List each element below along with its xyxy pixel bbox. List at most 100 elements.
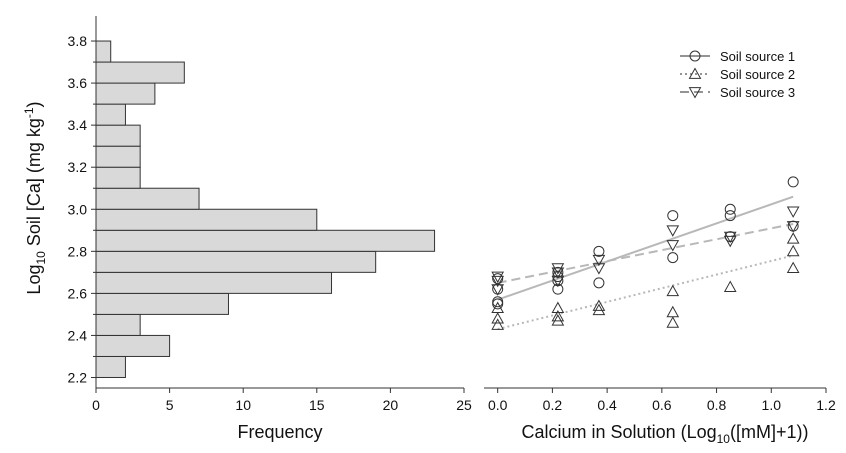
y-tick-label: 3.8 xyxy=(68,33,88,49)
y-tick-label: 2.8 xyxy=(68,243,88,259)
data-point xyxy=(666,305,680,318)
y-tick-label: 3.4 xyxy=(68,117,88,133)
scatter-x-tick-label: 0.8 xyxy=(707,397,727,413)
data-point xyxy=(667,252,679,264)
data-point xyxy=(786,206,800,218)
data-point xyxy=(593,277,605,289)
data-point xyxy=(592,303,606,316)
data-point xyxy=(723,231,737,244)
histogram-bar xyxy=(95,103,126,126)
histogram-bar xyxy=(95,61,185,84)
histogram-bar xyxy=(95,313,141,336)
y-axis-label-subscript: 10 xyxy=(34,251,48,265)
histogram-bar xyxy=(95,229,436,252)
data-point xyxy=(786,232,800,244)
fit-line xyxy=(497,222,794,284)
scatter-x-tick-label: 1.0 xyxy=(762,397,782,413)
y-axis-label-close: ) xyxy=(24,101,44,107)
histogram-x-tick-label: 20 xyxy=(383,397,399,413)
data-point xyxy=(491,275,505,288)
histogram-bar xyxy=(95,292,229,315)
scatter-x-tick-label: 1.2 xyxy=(816,397,836,413)
data-point xyxy=(491,271,505,284)
histogram-bar xyxy=(95,166,141,189)
data-point xyxy=(491,312,505,324)
data-point xyxy=(724,210,736,222)
data-point xyxy=(551,275,565,288)
data-point xyxy=(551,267,565,279)
data-point xyxy=(723,235,737,248)
histogram-x-tick-label: 5 xyxy=(166,397,174,413)
legend-label: Soil source 1 xyxy=(720,49,795,64)
histogram-bar xyxy=(95,250,377,273)
histogram-x-tick-label: 0 xyxy=(92,397,100,413)
y-tick-label: 2.2 xyxy=(68,369,88,385)
data-point xyxy=(666,240,680,252)
y-axis-label-superscript: -1 xyxy=(22,107,36,118)
data-point xyxy=(491,318,505,330)
scatter-x-tick-label: 0.6 xyxy=(652,397,672,413)
legend-marker xyxy=(688,87,702,99)
fit-line xyxy=(497,195,794,301)
y-axis-label-main: Soil [Ca] (mg kg xyxy=(24,118,44,251)
data-point xyxy=(592,254,606,267)
scatter-panel: 0.0 0.2 0.4 0.6 0.8 1.0 1.2 xyxy=(484,176,836,413)
y-tick-label: 3.2 xyxy=(68,159,88,175)
data-point xyxy=(666,316,680,328)
data-point xyxy=(787,176,799,188)
data-point xyxy=(592,263,606,275)
scatter-x-axis-label: Calcium in Solution (Log10([mM]+1)) xyxy=(522,422,809,446)
data-point xyxy=(551,301,565,313)
data-point xyxy=(491,301,505,313)
data-point xyxy=(786,244,800,257)
data-point xyxy=(551,263,565,275)
data-point xyxy=(492,273,504,285)
data-point xyxy=(492,298,504,310)
y-tick-label: 3.6 xyxy=(68,75,88,91)
data-point xyxy=(552,283,564,295)
y-axis-label: Log10 Soil [Ca] (mg kg-1) xyxy=(22,101,48,294)
histogram-bar xyxy=(95,355,126,378)
histogram-x-tick-label: 25 xyxy=(456,397,472,413)
y-tick-label: 2.4 xyxy=(68,327,88,343)
histogram-bar xyxy=(95,187,200,210)
scatter-x-tick-label: 0.2 xyxy=(543,397,563,413)
histogram-panel: 2.2 2.4 2.6 2.8 3.0 3.2 3.4 3.6 3.8 0 5 10 15 20 25 xyxy=(68,16,472,413)
histogram-bar xyxy=(95,124,141,147)
legend-marker xyxy=(689,50,701,62)
data-point xyxy=(667,210,679,222)
histogram-bar xyxy=(95,82,156,105)
histogram-x-tick-label: 10 xyxy=(235,397,251,413)
data-point xyxy=(723,280,737,292)
histogram-bar xyxy=(95,145,141,168)
data-point xyxy=(786,221,800,233)
data-point xyxy=(551,309,565,322)
histogram-bar xyxy=(95,271,333,294)
scatter-x-axis-label-subscript: 10 xyxy=(717,432,731,446)
y-tick-label: 2.6 xyxy=(68,285,88,301)
legend-label: Soil source 2 xyxy=(720,67,795,82)
histogram-bar xyxy=(95,208,318,231)
data-point xyxy=(666,284,680,297)
scatter-x-tick-label: 0.0 xyxy=(488,397,508,413)
data-point xyxy=(666,225,680,237)
legend-marker xyxy=(688,67,702,79)
y-tick-label: 3.0 xyxy=(68,201,88,217)
data-point xyxy=(786,261,800,274)
data-point xyxy=(592,299,606,311)
y-axis-label-prefix: Log xyxy=(24,265,44,295)
data-point xyxy=(551,314,565,326)
legend: Soil source 1 Soil source 2 Soil source 3 xyxy=(680,49,795,100)
histogram-x-tick-label: 15 xyxy=(309,397,325,413)
data-point xyxy=(593,245,605,257)
histogram-bar xyxy=(95,40,112,63)
legend-label: Soil source 3 xyxy=(720,85,795,100)
histogram-bar xyxy=(95,334,171,357)
scatter-x-tick-label: 0.4 xyxy=(597,397,617,413)
histogram-x-axis-label: Frequency xyxy=(237,422,322,442)
scatter-x-axis-label-main: Calcium in Solution (Log xyxy=(522,422,717,442)
fit-line xyxy=(497,254,794,331)
scatter-x-axis-label-close: ([mM]+1)) xyxy=(730,422,809,442)
